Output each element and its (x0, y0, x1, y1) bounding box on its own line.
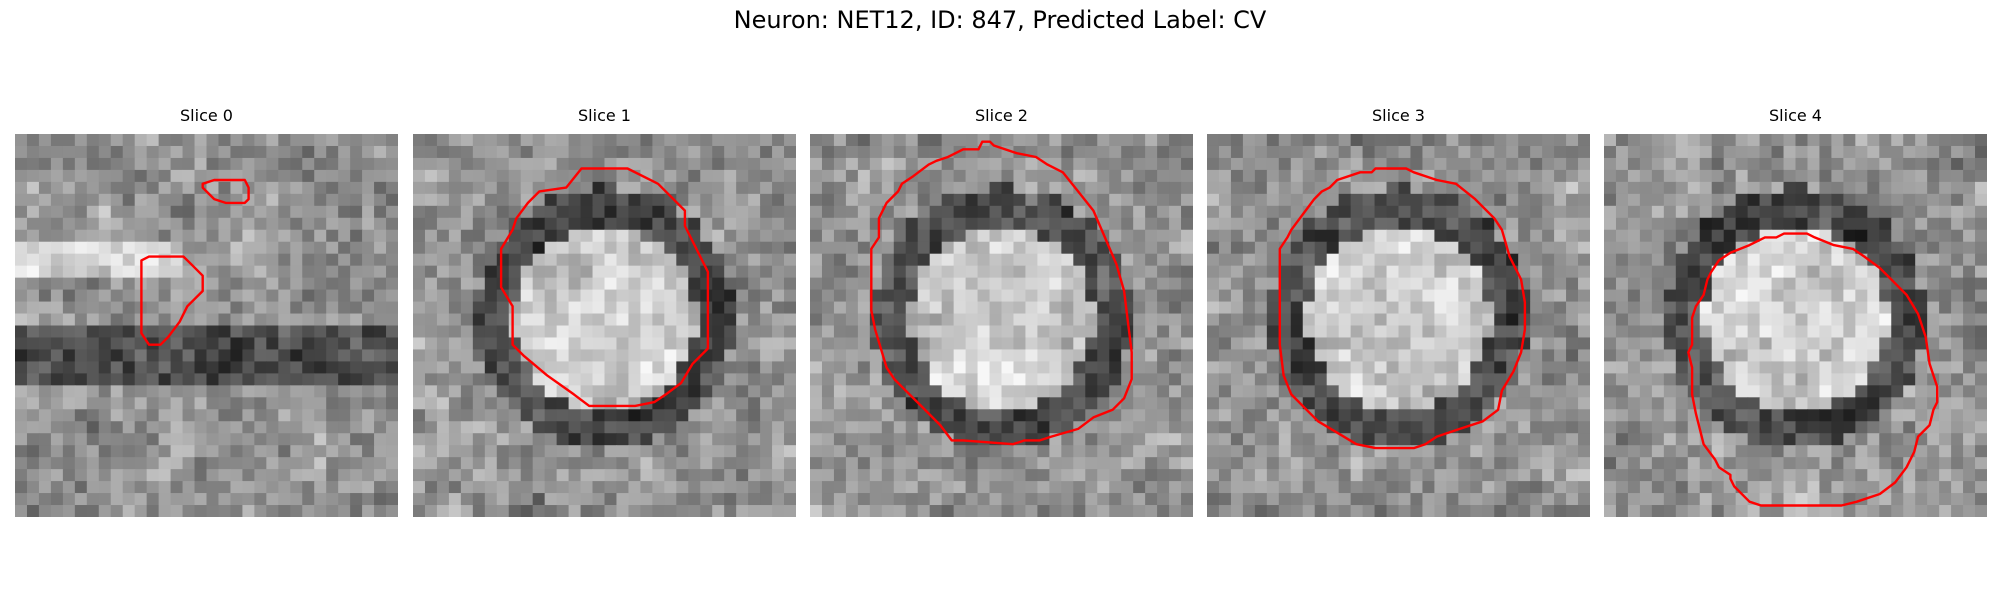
slice-image (413, 134, 796, 517)
panel-title: Slice 2 (975, 106, 1028, 125)
slice-image (1604, 134, 1987, 517)
panel-title: Slice 3 (1372, 106, 1425, 125)
slice-image (15, 134, 398, 517)
contour-0 (1687, 232, 1939, 507)
panel-title: Slice 4 (1769, 106, 1822, 125)
contour-0 (499, 167, 710, 408)
pixel-texture (413, 134, 796, 517)
figure-title: Neuron: NET12, ID: 847, Predicted Label:… (733, 6, 1267, 34)
contour-0 (201, 178, 250, 205)
slice-image (1207, 134, 1590, 517)
contour-0 (1278, 167, 1527, 450)
pixel-texture (1604, 134, 1987, 517)
panel-title: Slice 0 (180, 106, 233, 125)
pixel-texture (810, 134, 1193, 517)
contour-1 (140, 255, 204, 346)
pixel-texture (1207, 134, 1590, 517)
panel-title: Slice 1 (578, 106, 631, 125)
slice-image (810, 134, 1193, 517)
pixel-texture (15, 134, 398, 517)
contour-0 (870, 140, 1133, 446)
